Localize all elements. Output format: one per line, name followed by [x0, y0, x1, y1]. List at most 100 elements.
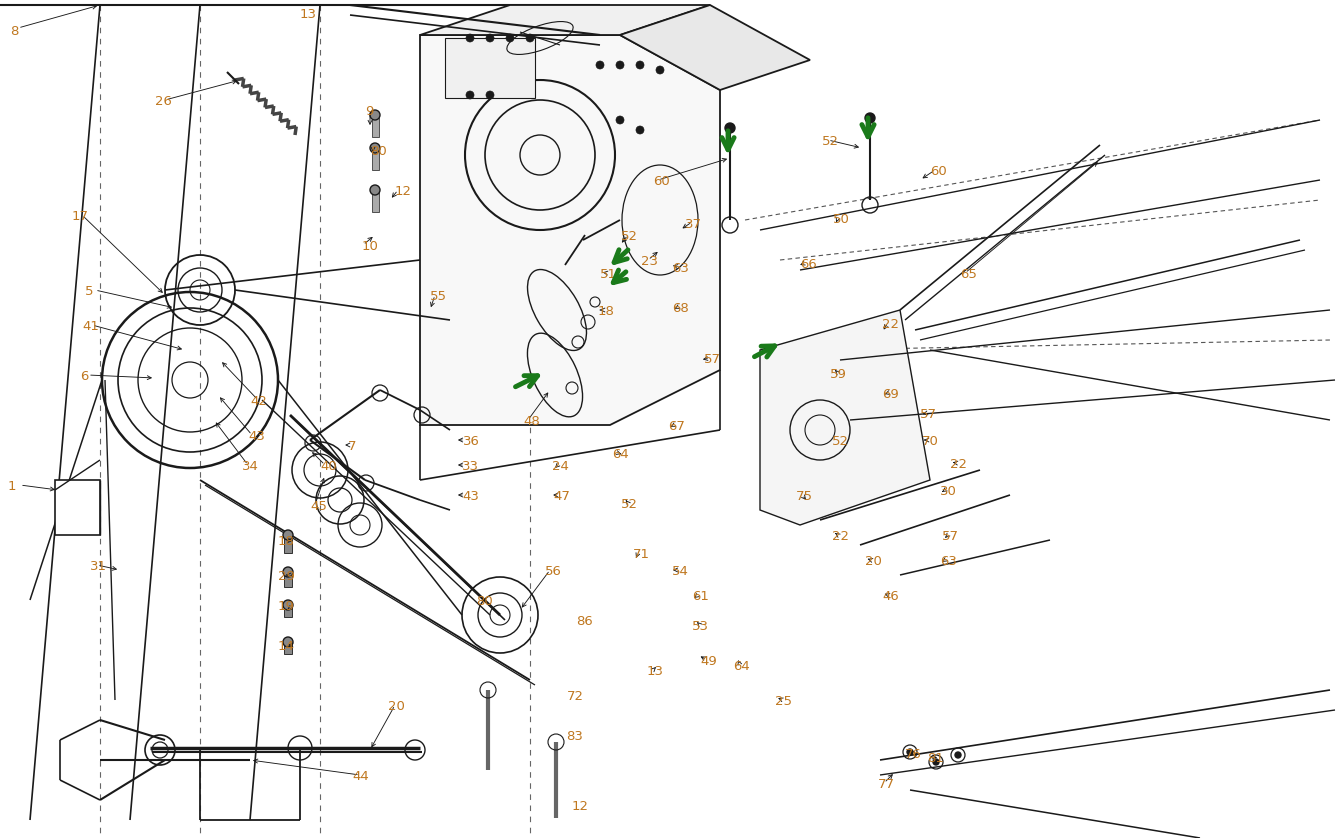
Text: 64: 64 — [733, 660, 750, 673]
Circle shape — [636, 126, 644, 134]
Text: 59: 59 — [830, 368, 846, 381]
Text: 57: 57 — [920, 408, 937, 421]
Text: 9: 9 — [365, 105, 373, 118]
Circle shape — [467, 34, 475, 42]
Text: 86: 86 — [576, 615, 592, 628]
Text: 33: 33 — [463, 460, 479, 473]
Text: 60: 60 — [652, 175, 670, 188]
Text: 52: 52 — [620, 498, 638, 511]
Text: 20: 20 — [865, 555, 882, 568]
Text: 83: 83 — [566, 730, 583, 743]
Text: 22: 22 — [832, 530, 849, 543]
Text: 52: 52 — [822, 135, 840, 148]
Text: 12: 12 — [394, 185, 412, 198]
Text: 72: 72 — [567, 690, 584, 703]
Bar — [283, 535, 291, 553]
Polygon shape — [420, 5, 710, 35]
Text: 49: 49 — [701, 655, 717, 668]
Text: 48: 48 — [523, 415, 540, 428]
Bar — [55, 480, 100, 535]
Text: 51: 51 — [600, 268, 616, 281]
Circle shape — [656, 66, 664, 74]
Polygon shape — [759, 310, 931, 525]
Circle shape — [370, 185, 380, 195]
Text: 71: 71 — [632, 548, 650, 561]
Text: 77: 77 — [878, 778, 894, 791]
Circle shape — [283, 567, 293, 577]
Text: 53: 53 — [693, 620, 709, 633]
Text: 76: 76 — [905, 748, 923, 761]
Text: 22: 22 — [882, 318, 898, 331]
Circle shape — [487, 34, 493, 42]
Text: 17: 17 — [72, 210, 90, 223]
Text: 19: 19 — [278, 600, 295, 613]
Bar — [372, 115, 378, 137]
Circle shape — [616, 116, 624, 124]
Text: 34: 34 — [242, 460, 259, 473]
Circle shape — [370, 110, 380, 120]
Text: 66: 66 — [800, 258, 817, 271]
Text: 63: 63 — [940, 555, 957, 568]
Polygon shape — [420, 35, 721, 425]
Text: 57: 57 — [705, 353, 721, 366]
Text: 81: 81 — [927, 752, 944, 765]
Text: 18: 18 — [278, 535, 295, 548]
Text: 13: 13 — [299, 8, 317, 21]
Text: 36: 36 — [463, 435, 480, 448]
Text: 52: 52 — [620, 230, 638, 243]
Text: 43: 43 — [463, 490, 479, 503]
Circle shape — [467, 91, 475, 99]
Circle shape — [865, 113, 874, 123]
Text: 10: 10 — [362, 240, 378, 253]
Text: 69: 69 — [882, 388, 898, 401]
Circle shape — [616, 61, 624, 69]
Circle shape — [283, 600, 293, 610]
Circle shape — [487, 91, 493, 99]
Text: 26: 26 — [155, 95, 172, 108]
Circle shape — [596, 61, 604, 69]
Text: 75: 75 — [796, 490, 813, 503]
Circle shape — [525, 34, 533, 42]
Text: 50: 50 — [833, 213, 850, 226]
Text: 14: 14 — [278, 640, 295, 653]
Text: 46: 46 — [882, 590, 898, 603]
Bar — [283, 642, 291, 654]
Text: 37: 37 — [685, 218, 702, 231]
Text: 64: 64 — [612, 448, 628, 461]
Bar — [283, 605, 291, 617]
Text: 30: 30 — [940, 485, 957, 498]
Text: 65: 65 — [960, 268, 977, 281]
Text: 70: 70 — [923, 435, 939, 448]
Text: 5: 5 — [86, 285, 94, 298]
Bar — [372, 190, 378, 212]
Text: 29: 29 — [278, 570, 295, 583]
Text: 12: 12 — [572, 800, 590, 813]
Polygon shape — [620, 5, 810, 90]
Text: 20: 20 — [388, 700, 405, 713]
Text: 18: 18 — [598, 305, 615, 318]
Text: 43: 43 — [247, 430, 265, 443]
Circle shape — [725, 123, 735, 133]
Circle shape — [370, 143, 380, 153]
Text: 7: 7 — [348, 440, 357, 453]
Circle shape — [955, 752, 961, 758]
Text: 80: 80 — [476, 595, 493, 608]
Text: 13: 13 — [647, 665, 664, 678]
Circle shape — [283, 637, 293, 647]
Text: 25: 25 — [775, 695, 792, 708]
Bar — [445, 38, 535, 98]
Text: 52: 52 — [832, 435, 849, 448]
Text: 63: 63 — [673, 262, 689, 275]
Circle shape — [906, 749, 913, 755]
Text: 44: 44 — [352, 770, 369, 783]
Text: 41: 41 — [82, 320, 99, 333]
Text: 80: 80 — [370, 145, 386, 158]
Text: 68: 68 — [673, 302, 689, 315]
Text: 23: 23 — [640, 255, 658, 268]
Text: 55: 55 — [431, 290, 447, 303]
Text: 45: 45 — [310, 500, 326, 513]
Text: 22: 22 — [951, 458, 967, 471]
Text: 57: 57 — [943, 530, 959, 543]
Bar — [372, 148, 378, 170]
Text: 54: 54 — [673, 565, 689, 578]
